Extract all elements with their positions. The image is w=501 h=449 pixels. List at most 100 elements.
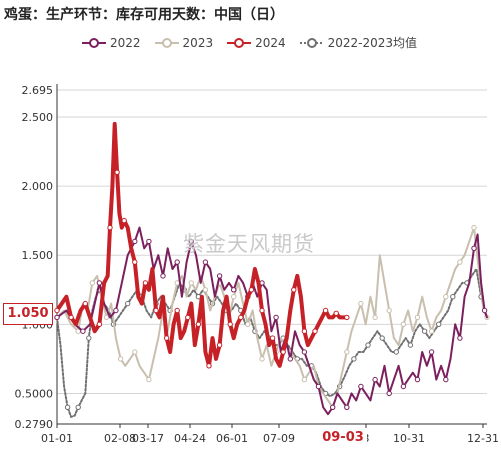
data-point [471,245,477,252]
data-point [400,321,407,327]
data-point [344,404,350,410]
data-point [146,376,152,383]
data-point [407,342,414,348]
legend-item-2022[interactable]: 2022 [82,34,141,51]
data-point [114,169,120,176]
data-point [89,280,96,286]
data-point [216,342,223,348]
x-tick-label: 07-09 [263,432,295,445]
watermark: 紫金天风期货 [183,232,315,256]
data-point [291,287,297,293]
data-point [379,335,385,341]
data-point [96,280,103,286]
legend-marker-average-icon [299,37,324,48]
data-point [163,335,170,341]
x-tick-label: 06-01 [216,432,248,445]
data-point [202,287,209,293]
data-point [96,321,103,327]
y-tick-label: 2.695 [22,84,54,97]
data-point [443,376,449,383]
data-point [121,217,127,224]
data-point [248,287,255,293]
legend-marker-2023-icon [154,37,179,48]
data-point [269,335,276,341]
data-point [443,294,449,300]
legend-item-2024[interactable]: 2024 [227,34,286,51]
data-point [160,273,166,279]
data-point [259,307,265,314]
series-line-2024 [55,121,349,368]
data-point [312,328,318,334]
data-point [428,349,435,355]
data-point [273,314,279,321]
data-point [132,238,138,245]
legend-label: 2023 [182,35,214,50]
data-point [113,307,119,314]
data-point [188,280,195,286]
data-point [457,335,463,341]
data-point [414,376,421,383]
data-point [125,300,131,307]
data-point [107,224,113,231]
data-point [400,383,407,390]
data-point [64,404,71,410]
data-point [80,328,86,334]
legend: 2022 2023 2024 2022-2023均值 [82,34,417,51]
y-tick-label: 0.2790 [15,418,54,431]
data-point [450,294,456,300]
data-point [231,294,237,300]
x-tick-label: 01-01 [41,432,73,445]
legend-item-2023[interactable]: 2023 [154,34,214,51]
data-point [195,321,202,327]
current-date-label: 09-03 [319,428,367,448]
data-point [103,314,110,321]
data-point [185,314,191,321]
data-point [231,287,237,293]
data-point [481,307,488,314]
data-point [358,383,364,390]
y-tick-label: 2.000 [22,180,54,193]
data-point [414,314,421,321]
data-point [333,310,339,316]
legend-marker-2022-icon [82,37,106,48]
x-tick-label: 10-31 [393,432,425,445]
data-point [344,314,350,321]
data-point [365,342,371,348]
data-point [280,349,286,355]
data-point [259,356,265,362]
data-point [330,404,336,410]
legend-label: 2022-2023均值 [327,36,418,50]
data-point [54,314,60,321]
data-point [386,307,392,314]
chart-title: 鸡蛋：生产环节：库存可用天数：中国（日） [4,7,284,23]
data-point [202,259,209,265]
data-point [344,349,350,355]
data-point [82,300,89,307]
data-point [174,280,180,286]
data-point [393,349,399,355]
y-tick-label: 0.5000 [15,387,54,400]
data-point [301,328,308,334]
data-point [428,328,435,334]
data-point [227,321,233,327]
data-point [68,314,74,321]
legend-item-average[interactable]: 2022-2023均值 [299,34,418,51]
x-tick-label: 02-08 [104,432,136,445]
data-point [301,376,308,383]
data-point [238,314,244,321]
data-point [322,307,329,314]
data-point [372,376,378,383]
data-point [457,259,463,265]
data-point [188,238,195,245]
data-point [206,363,212,369]
data-point [351,356,357,362]
data-point [86,335,92,341]
data-point [471,224,477,231]
data-point [216,273,223,279]
data-point [146,238,152,245]
data-point [315,383,322,390]
data-point [372,314,378,321]
data-point [436,321,442,327]
data-point [386,390,392,397]
